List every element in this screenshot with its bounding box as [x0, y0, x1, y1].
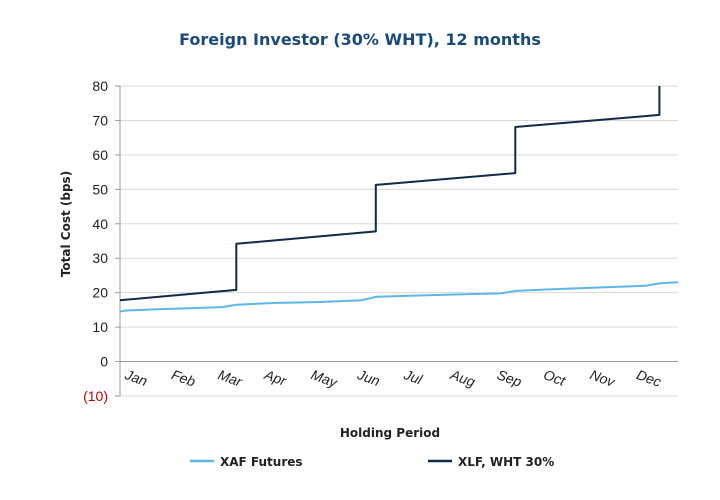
- y-tick-label: (10): [83, 388, 108, 404]
- axes: [115, 85, 678, 397]
- x-axis-label: Holding Period: [340, 426, 440, 440]
- x-tick-label: Nov: [588, 366, 618, 390]
- y-tick-label: 30: [92, 250, 108, 266]
- y-tick-label: 80: [92, 78, 108, 94]
- x-tick-label: Jul: [401, 366, 425, 388]
- x-tick-label: Apr: [262, 366, 290, 389]
- x-tick-label: Oct: [541, 366, 568, 389]
- y-tick-label: 60: [92, 147, 108, 163]
- legend-label-0: XAF Futures: [220, 455, 303, 469]
- x-tick-label: Sep: [495, 366, 524, 390]
- y-axis-label: Total Cost (bps): [59, 171, 73, 277]
- series-lines: [119, 86, 679, 313]
- x-tick-label: Aug: [448, 366, 478, 390]
- x-tick-label: Jan: [122, 366, 150, 389]
- grid-lines: [120, 85, 678, 397]
- x-tick-labels: Jan Feb Mar Apr May Jun Jul Aug Sep Oct Nov Dec: [122, 366, 663, 391]
- x-tick-label: Dec: [634, 366, 663, 390]
- x-tick-label: May: [309, 366, 340, 390]
- y-tick-label: 70: [92, 112, 108, 128]
- x-tick-label: Mar: [216, 366, 245, 390]
- legend-label-1: XLF, WHT 30%: [458, 455, 554, 469]
- x-tick-label: Feb: [169, 366, 197, 389]
- y-tick-label: 10: [92, 319, 108, 335]
- series-line-0: [119, 281, 679, 313]
- chart-title: Foreign Investor (30% WHT), 12 months: [179, 30, 541, 49]
- x-tick-label: Jun: [355, 366, 383, 389]
- y-tick-label: 0: [100, 354, 108, 370]
- series-line-1: [119, 86, 661, 302]
- legend: XAF Futures XLF, WHT 30%: [190, 455, 554, 469]
- y-tick-label: 40: [92, 216, 108, 232]
- y-tick-label: 20: [92, 285, 108, 301]
- y-tick-labels: 80 70 60 50 40 30 20 10 0 (10): [83, 78, 108, 404]
- y-tick-label: 50: [92, 181, 108, 197]
